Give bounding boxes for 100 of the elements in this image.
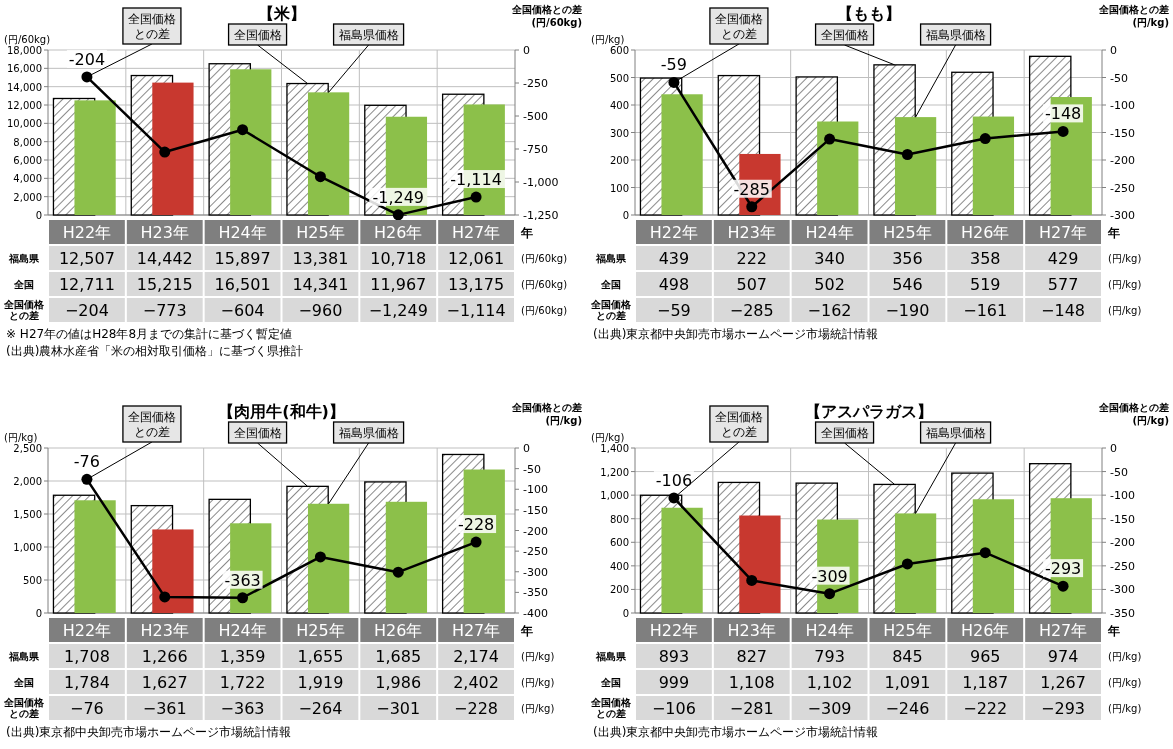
y2-tick-label: -50 bbox=[1110, 465, 1128, 479]
point bbox=[159, 146, 171, 158]
y2-tick-label: 0 bbox=[1110, 442, 1117, 455]
bar bbox=[661, 94, 703, 215]
text: 全国価格 bbox=[233, 426, 282, 440]
x-tick-label: H23年 bbox=[727, 223, 776, 242]
data-label: 1,187 bbox=[962, 673, 1009, 692]
text: −162 bbox=[807, 301, 852, 320]
data-label: 1,102 bbox=[806, 673, 853, 692]
series-label: 全国価格 bbox=[233, 28, 282, 42]
y2-tick-label: -750 bbox=[523, 143, 548, 156]
y2-tick-label: -150 bbox=[523, 503, 548, 517]
x-tick-label: H23年 bbox=[140, 223, 189, 242]
y2-tick-label: -100 bbox=[1110, 489, 1135, 503]
chart-title: 【アスパラガス】 bbox=[804, 402, 933, 421]
text: 全国価格との差 bbox=[127, 410, 176, 439]
text: −59 bbox=[657, 301, 691, 320]
text: (円/kg) bbox=[521, 677, 555, 688]
data-label: 15,215 bbox=[136, 275, 193, 294]
y-tick-label: 400 bbox=[609, 560, 629, 572]
data-label: 11,967 bbox=[370, 275, 427, 294]
data-label: 1,655 bbox=[297, 647, 344, 666]
y-tick-label: 2,500 bbox=[13, 443, 42, 454]
data-label: 827 bbox=[736, 647, 768, 666]
point bbox=[1057, 125, 1069, 137]
bar bbox=[152, 82, 194, 215]
y2-tick-label: -350 bbox=[1110, 607, 1135, 620]
point bbox=[392, 566, 404, 578]
text: 福島県価格 bbox=[338, 28, 399, 42]
text: 福島県価格 bbox=[338, 426, 399, 440]
y2-tick-label: -300 bbox=[523, 565, 548, 579]
y-tick-label: 200 bbox=[609, 584, 629, 596]
chart-title: 【肉用牛(和牛)】 bbox=[218, 402, 345, 421]
y2-tick-label: -100 bbox=[523, 483, 548, 497]
bar bbox=[894, 513, 937, 613]
y-axis-title: (円/kg) bbox=[591, 432, 625, 443]
data-label: -76 bbox=[73, 452, 100, 472]
text: (円/kg) bbox=[1108, 703, 1142, 714]
data-label: 1,685 bbox=[375, 647, 422, 666]
text: −309 bbox=[807, 699, 852, 718]
point bbox=[746, 201, 758, 213]
y2-tick-label: -300 bbox=[1110, 583, 1135, 597]
x-tick-label: H26年 bbox=[374, 223, 423, 242]
y2-tick-label: -350 bbox=[523, 586, 548, 600]
y-tick-label: 1,000 bbox=[13, 542, 42, 553]
y2-tick-label: -1,250 bbox=[523, 209, 559, 222]
x-tick-label: H26年 bbox=[374, 621, 423, 640]
data-label: 222 bbox=[736, 249, 768, 268]
point bbox=[470, 536, 482, 548]
text: 福島県 bbox=[595, 253, 627, 264]
text: −190 bbox=[885, 301, 930, 320]
point bbox=[746, 574, 758, 586]
data-label: 546 bbox=[892, 275, 923, 294]
text: −960 bbox=[298, 301, 343, 320]
point bbox=[159, 591, 171, 603]
y-tick-label: 18,000 bbox=[7, 45, 42, 56]
bar bbox=[972, 116, 1015, 215]
data-label: -1,249 bbox=[372, 187, 425, 207]
text: (円/kg) bbox=[521, 651, 555, 662]
text: −301 bbox=[376, 699, 421, 718]
x-tick-label: H22年 bbox=[62, 223, 112, 242]
x-tick-label: H25年 bbox=[296, 223, 345, 242]
bar bbox=[739, 515, 781, 613]
y-tick-label: 0 bbox=[622, 608, 629, 619]
bar bbox=[74, 500, 116, 613]
point bbox=[314, 551, 326, 563]
text: 全国価格との差 bbox=[590, 299, 632, 321]
y2-axis-title: 全国価格との差 (円/60kg) bbox=[511, 4, 582, 28]
text: −361 bbox=[142, 699, 187, 718]
y2-axis-title: 全国価格との差 (円/kg) bbox=[1098, 4, 1169, 28]
text: 福島県価格 bbox=[925, 426, 986, 440]
text: −106 bbox=[651, 699, 696, 718]
x-tick-label: H22年 bbox=[649, 223, 699, 242]
point bbox=[824, 588, 836, 600]
text: −1,249 bbox=[368, 301, 428, 320]
text: −604 bbox=[220, 301, 265, 320]
y2-tick-label: -200 bbox=[523, 524, 548, 538]
x-tick-label: H23年 bbox=[727, 621, 776, 640]
data-label: 439 bbox=[658, 249, 690, 268]
y2-tick-label: -250 bbox=[523, 545, 548, 559]
x-tick-label: H27年 bbox=[1038, 223, 1088, 242]
data-label: 1,722 bbox=[219, 673, 266, 692]
y-axis-title: (円/60kg) bbox=[4, 34, 51, 45]
data-label: 1,267 bbox=[1040, 673, 1086, 692]
x-tick-label: H24年 bbox=[805, 621, 854, 640]
text: −1,114 bbox=[446, 301, 506, 320]
y2-tick-label: -250 bbox=[523, 77, 548, 90]
chart-title: 【米】 bbox=[257, 4, 306, 23]
data-label: 12,061 bbox=[448, 249, 505, 268]
text: 全国 bbox=[13, 279, 34, 290]
y2-tick-label: -50 bbox=[523, 462, 541, 476]
y-tick-label: 1,500 bbox=[13, 509, 42, 520]
x-tick-label: H27年 bbox=[1038, 621, 1088, 640]
chart-title: 【もも】 bbox=[836, 4, 901, 23]
text: −222 bbox=[963, 699, 1008, 718]
y-tick-label: 0 bbox=[35, 608, 42, 619]
text: −246 bbox=[885, 699, 930, 718]
text: (円/kg) bbox=[1108, 305, 1142, 316]
point bbox=[81, 473, 93, 485]
data-label: 1,359 bbox=[219, 647, 266, 666]
